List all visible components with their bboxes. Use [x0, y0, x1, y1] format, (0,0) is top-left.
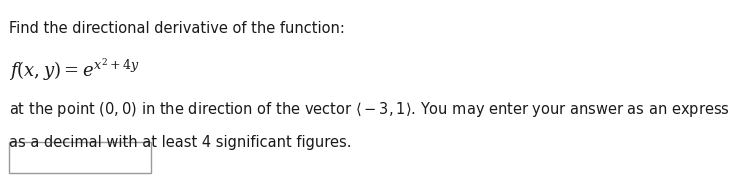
Text: as a decimal with at least 4 significant figures.: as a decimal with at least 4 significant…: [9, 135, 351, 150]
Text: $f(x, y) = e^{x^2+4y}$: $f(x, y) = e^{x^2+4y}$: [9, 57, 139, 84]
Text: Find the directional derivative of the function:: Find the directional derivative of the f…: [9, 21, 345, 36]
Text: at the point $(0, 0)$ in the direction of the vector $\langle - 3, 1 \rangle$. Y: at the point $(0, 0)$ in the direction o…: [9, 100, 730, 119]
